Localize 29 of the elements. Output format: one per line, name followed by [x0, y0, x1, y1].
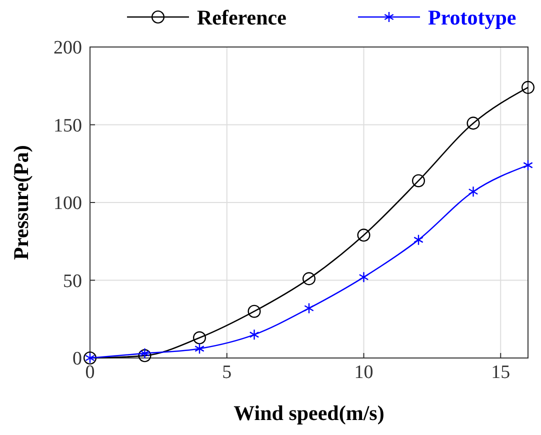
- point: [138, 349, 152, 362]
- y-tick-label: 100: [54, 193, 82, 214]
- point: [466, 116, 480, 130]
- point: [412, 174, 426, 188]
- y-tick-label: 50: [63, 270, 82, 292]
- point: [468, 186, 478, 198]
- point: [194, 343, 204, 354]
- x-tick-label: 5: [222, 362, 232, 383]
- y-tick-label: 200: [54, 38, 82, 59]
- legend-label: Reference: [197, 5, 286, 30]
- point: [249, 329, 260, 340]
- point: [358, 272, 369, 283]
- point: [302, 272, 316, 286]
- x-tick-label: 0: [85, 362, 95, 383]
- point: [523, 160, 533, 171]
- y-tick-label: 150: [54, 115, 82, 136]
- x-tick-label: 10: [354, 362, 374, 383]
- legend-label: Prototype: [428, 5, 516, 30]
- point: [521, 80, 535, 94]
- point: [192, 331, 206, 344]
- y-axis-title: Pressure(Pa): [9, 145, 33, 260]
- point: [357, 228, 370, 242]
- point: [140, 348, 150, 359]
- x-axis-title: Wind speed(m/s): [234, 401, 384, 425]
- point: [304, 302, 314, 314]
- point: [414, 234, 424, 246]
- point: [248, 304, 261, 318]
- x-tick-label: 15: [491, 362, 510, 383]
- y-tick-label: 0: [72, 348, 82, 370]
